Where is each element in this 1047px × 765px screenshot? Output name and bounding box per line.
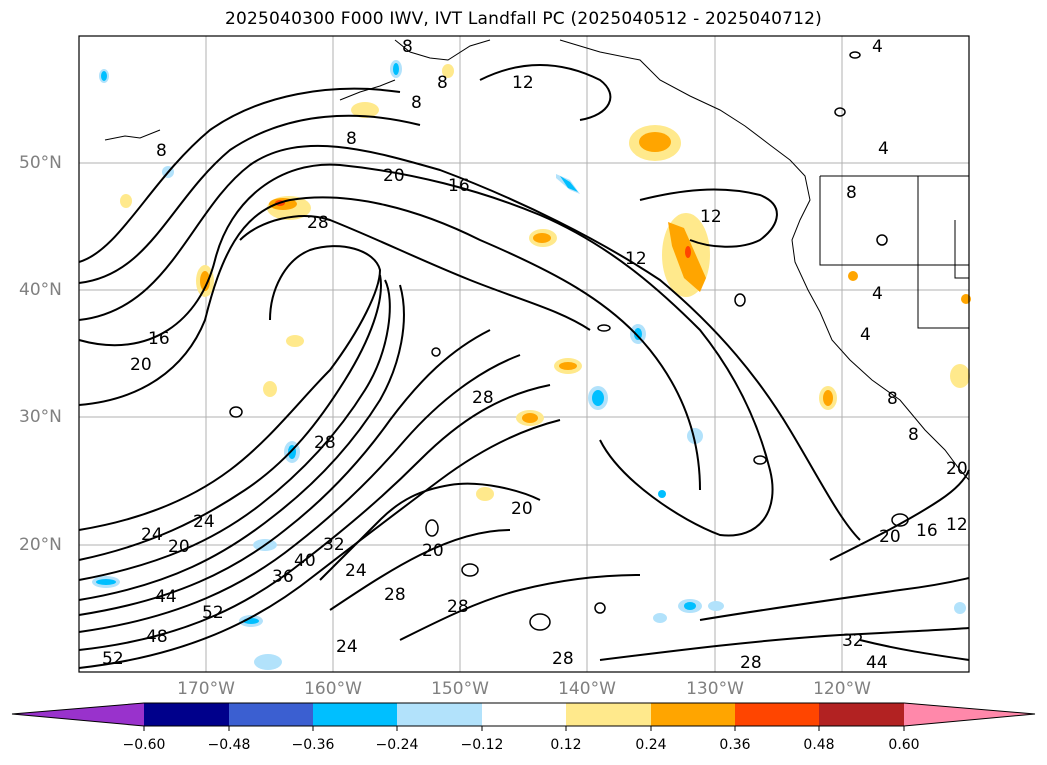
colorbar-extend-low — [12, 703, 144, 726]
contour-label: 24 — [141, 525, 163, 545]
colorbar-swatch — [819, 703, 904, 726]
lon-tick-label: 130°W — [686, 679, 744, 699]
contour-label: 8 — [156, 141, 167, 161]
contour-label: 28 — [740, 653, 762, 673]
contour-label: 28 — [552, 649, 574, 669]
contour-label: 28 — [307, 213, 329, 233]
contour-label: 12 — [512, 73, 534, 93]
contour-label: 44 — [866, 653, 888, 673]
contour-label: 20 — [130, 355, 152, 375]
plot-title: 2025040300 F000 IWV, IVT Landfall PC (20… — [224, 9, 823, 29]
contour-label: 8 — [411, 93, 422, 113]
contour-loops — [229, 51, 909, 631]
contour-label: 8 — [887, 389, 898, 409]
contour-label: 8 — [908, 425, 919, 445]
contour-label: 28 — [447, 597, 469, 617]
contour-label: 24 — [193, 512, 215, 532]
lat-tick-label: 20°N — [19, 535, 62, 555]
contour-label: 20 — [879, 527, 901, 547]
gridlines — [79, 36, 969, 672]
contour-lines — [78, 64, 970, 669]
colorbar-tick-label: 0.48 — [803, 737, 835, 753]
contour-label: 36 — [272, 567, 294, 587]
lat-tick-label: 40°N — [19, 280, 62, 300]
contour-label: 20 — [946, 459, 968, 479]
contour-label-group: 8 8 8 8 12 8 20 16 12 28 12 16 20 28 28 … — [102, 37, 968, 673]
lat-tick-label: 50°N — [19, 153, 62, 173]
contour-label: 20 — [511, 499, 533, 519]
colorbar-swatch — [313, 703, 397, 726]
contour-label: 12 — [625, 249, 647, 269]
colorbar-tick-label: −0.60 — [122, 737, 166, 753]
contour-label: 8 — [437, 73, 448, 93]
colorbar-swatch — [482, 703, 566, 726]
contour-label: 4 — [878, 139, 889, 159]
contour-label: 32 — [323, 535, 345, 555]
contour-label: 32 — [842, 631, 864, 651]
contour-label: 8 — [846, 183, 857, 203]
lon-tick-label: 150°W — [431, 679, 489, 699]
contour-label: 52 — [102, 649, 124, 669]
contour-label: 24 — [345, 561, 367, 581]
contour-label: 52 — [202, 603, 224, 623]
contour-label: 12 — [946, 515, 968, 535]
lon-tick-label: 120°W — [813, 679, 871, 699]
colorbar-swatch — [397, 703, 482, 726]
map-border — [78, 35, 970, 673]
contour-label: 28 — [472, 388, 494, 408]
contour-label: 12 — [700, 207, 722, 227]
colorbar-extend-high — [904, 703, 1035, 726]
contour-label: 28 — [384, 585, 406, 605]
colorbar-swatch — [651, 703, 735, 726]
colorbar-tick-label: 0.12 — [550, 737, 582, 753]
colorbar — [11, 702, 1036, 731]
contour-label: 44 — [155, 587, 177, 607]
contour-label: 20 — [383, 166, 405, 186]
lat-tick-label: 30°N — [19, 407, 62, 427]
lon-tick-label: 140°W — [558, 679, 616, 699]
contour-label: 20 — [422, 541, 444, 561]
contour-label: 40 — [294, 551, 316, 571]
contour-label: 4 — [872, 37, 883, 57]
colorbar-tick-label: −0.36 — [291, 737, 335, 753]
contour-label: 8 — [402, 37, 413, 57]
colorbar-swatch — [144, 703, 229, 726]
colorbar-tick-label: −0.48 — [207, 737, 251, 753]
contour-label: 4 — [872, 284, 883, 304]
colorbar-tick-label: 0.60 — [888, 737, 920, 753]
contour-label: 16 — [916, 521, 938, 541]
colorbar-tick-label: 0.36 — [719, 737, 751, 753]
map-area — [79, 36, 969, 672]
colorbar-tick-label: 0.24 — [635, 737, 667, 753]
colorbar-swatch — [735, 703, 819, 726]
contour-label: 48 — [146, 627, 168, 647]
colorbar-tick-label: −0.12 — [460, 737, 504, 753]
contour-label: 16 — [148, 329, 170, 349]
shaded-anomalies — [92, 60, 971, 670]
contour-label: 20 — [168, 537, 190, 557]
lon-tick-label: 170°W — [177, 679, 235, 699]
contour-label: 16 — [448, 176, 470, 196]
contour-label: 28 — [314, 433, 336, 453]
lon-tick-label: 160°W — [304, 679, 362, 699]
contour-label: 8 — [346, 129, 357, 149]
colorbar-tick-label: −0.24 — [375, 737, 419, 753]
colorbar-swatch — [566, 703, 651, 726]
colorbar-swatch — [229, 703, 313, 726]
contour-label: 4 — [860, 325, 871, 345]
contour-label: 24 — [336, 637, 358, 657]
